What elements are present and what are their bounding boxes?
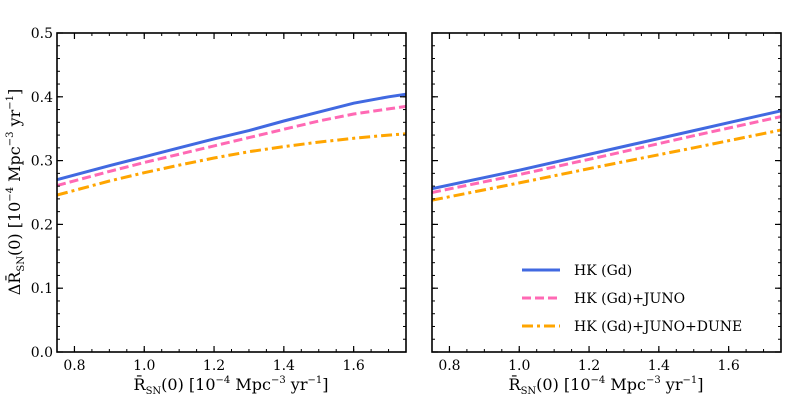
x-tick-label: 1.4 (273, 358, 295, 374)
legend-label-juno: HK (Gd)+JUNO (574, 291, 685, 307)
series-left-2 (57, 132, 406, 197)
x-axis-label-right: R̄SN(0) [10−4 Mpc−3 yr−1] (509, 373, 704, 397)
x-tick-label: 0.8 (438, 358, 460, 374)
plot-panels: 0.8 1.0 1.2 1.4 1.6 0.0 0.1 0.2 0.3 0.4 0.5 0.8 1.0 1… (31, 26, 782, 374)
x-tick-label: 1.0 (133, 358, 155, 374)
x-tick-label: 1.6 (343, 358, 365, 374)
y-tick-label: 0.3 (31, 154, 53, 170)
x-tick-label: 1.4 (648, 358, 670, 374)
x-tick-label: 1.2 (578, 358, 600, 374)
y-tick-label: 0.4 (31, 90, 53, 106)
series-right-1 (432, 115, 781, 194)
x-tick-label: 1.2 (203, 358, 225, 374)
y-tick-label: 0.2 (31, 217, 53, 233)
x-tick-label: 1.0 (508, 358, 530, 374)
series-right-2 (432, 128, 781, 202)
legend-label-dune: HK (Gd)+JUNO+DUNE (574, 319, 742, 335)
panel-right: 0.8 1.0 1.2 1.4 1.6 (431, 32, 782, 374)
y-tick-label: 0.5 (31, 26, 53, 42)
series-right-0 (432, 109, 781, 191)
y-tick-label: 0.1 (31, 281, 53, 297)
series-left-1 (57, 104, 406, 187)
x-tick-label: 0.8 (63, 358, 85, 374)
legend: HK (Gd) HK (Gd)+JUNO HK (Gd)+JUNO+DUNE (522, 263, 742, 335)
y-axis-label: ΔR̄SN(0) [10−4 Mpc−3 yr−1] (3, 89, 27, 296)
x-axis-label-left: R̄SN(0) [10−4 Mpc−3 yr−1] (134, 373, 329, 397)
series-left-0 (57, 92, 406, 182)
legend-label-hk: HK (Gd) (574, 263, 632, 279)
plot-frame (56, 32, 407, 353)
x-tick-label: 1.6 (718, 358, 740, 374)
plot-frame (431, 32, 782, 353)
y-tick-label: 0.0 (31, 345, 53, 361)
panel-left: 0.8 1.0 1.2 1.4 1.6 0.0 0.1 0.2 0.3 0.4 0.5 (31, 26, 407, 374)
